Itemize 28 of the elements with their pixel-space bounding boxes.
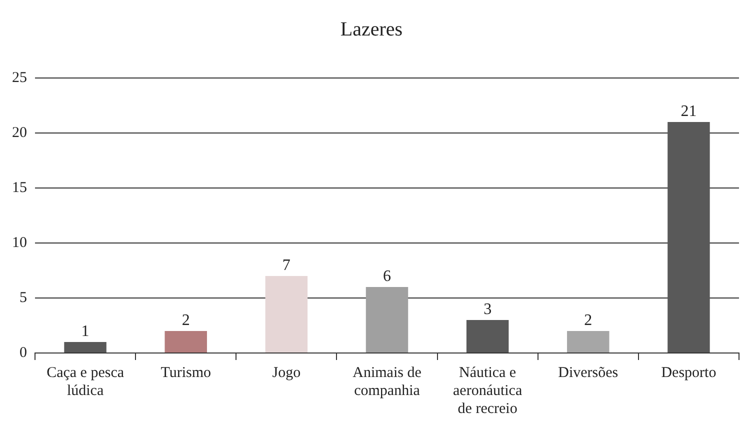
x-tick-label: Animais de companhia — [352, 364, 422, 399]
x-tick-label: Náutica e aeronáutica de recreio — [453, 364, 522, 417]
bar — [64, 342, 106, 352]
x-tick-label: Caça e pesca lúdica — [46, 364, 124, 399]
data-label: 21 — [680, 103, 697, 120]
bar — [164, 331, 207, 352]
data-label: 3 — [484, 301, 492, 318]
x-tick-label: Jogo — [272, 364, 301, 381]
bar — [567, 331, 610, 352]
chart-title: Lazeres — [340, 18, 403, 40]
data-label: 6 — [383, 268, 391, 286]
y-tick-label: 5 — [20, 290, 27, 306]
y-tick-label: 20 — [12, 124, 27, 141]
bar — [466, 320, 509, 352]
y-tick-label: 15 — [12, 180, 27, 196]
data-label: 1 — [81, 323, 90, 340]
y-tick-label: 25 — [12, 70, 27, 86]
y-tick-label: 0 — [20, 344, 27, 361]
data-label: 2 — [584, 312, 592, 330]
bar — [366, 287, 408, 352]
bar — [668, 122, 710, 352]
x-tick-label: Turismo — [160, 364, 212, 381]
data-label: 2 — [182, 312, 190, 330]
data-label: 7 — [282, 257, 290, 274]
x-tick-label: Desporto — [661, 364, 716, 381]
bar — [265, 276, 308, 352]
y-tick-label: 10 — [12, 234, 27, 251]
x-tick-label: Diversões — [558, 364, 618, 381]
